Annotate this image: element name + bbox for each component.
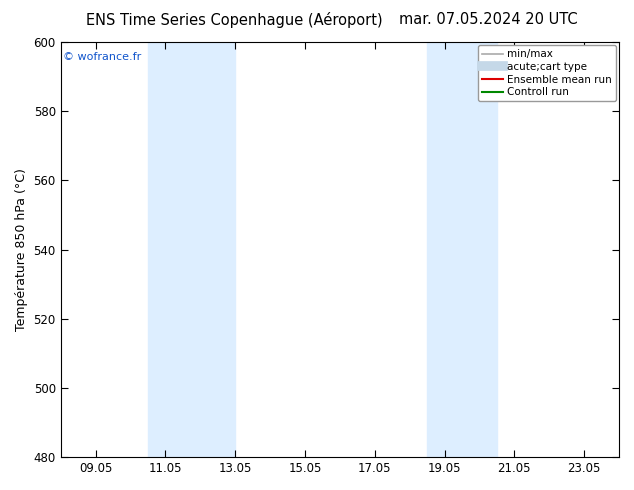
Legend: min/max, acute;cart type, Ensemble mean run, Controll run: min/max, acute;cart type, Ensemble mean … bbox=[478, 45, 616, 101]
Bar bbox=[427, 42, 497, 457]
Text: mar. 07.05.2024 20 UTC: mar. 07.05.2024 20 UTC bbox=[399, 12, 578, 27]
Text: ENS Time Series Copenhague (Aéroport): ENS Time Series Copenhague (Aéroport) bbox=[86, 12, 383, 28]
Text: © wofrance.fr: © wofrance.fr bbox=[63, 52, 142, 62]
Bar bbox=[148, 42, 235, 457]
Y-axis label: Température 850 hPa (°C): Température 850 hPa (°C) bbox=[15, 168, 28, 331]
